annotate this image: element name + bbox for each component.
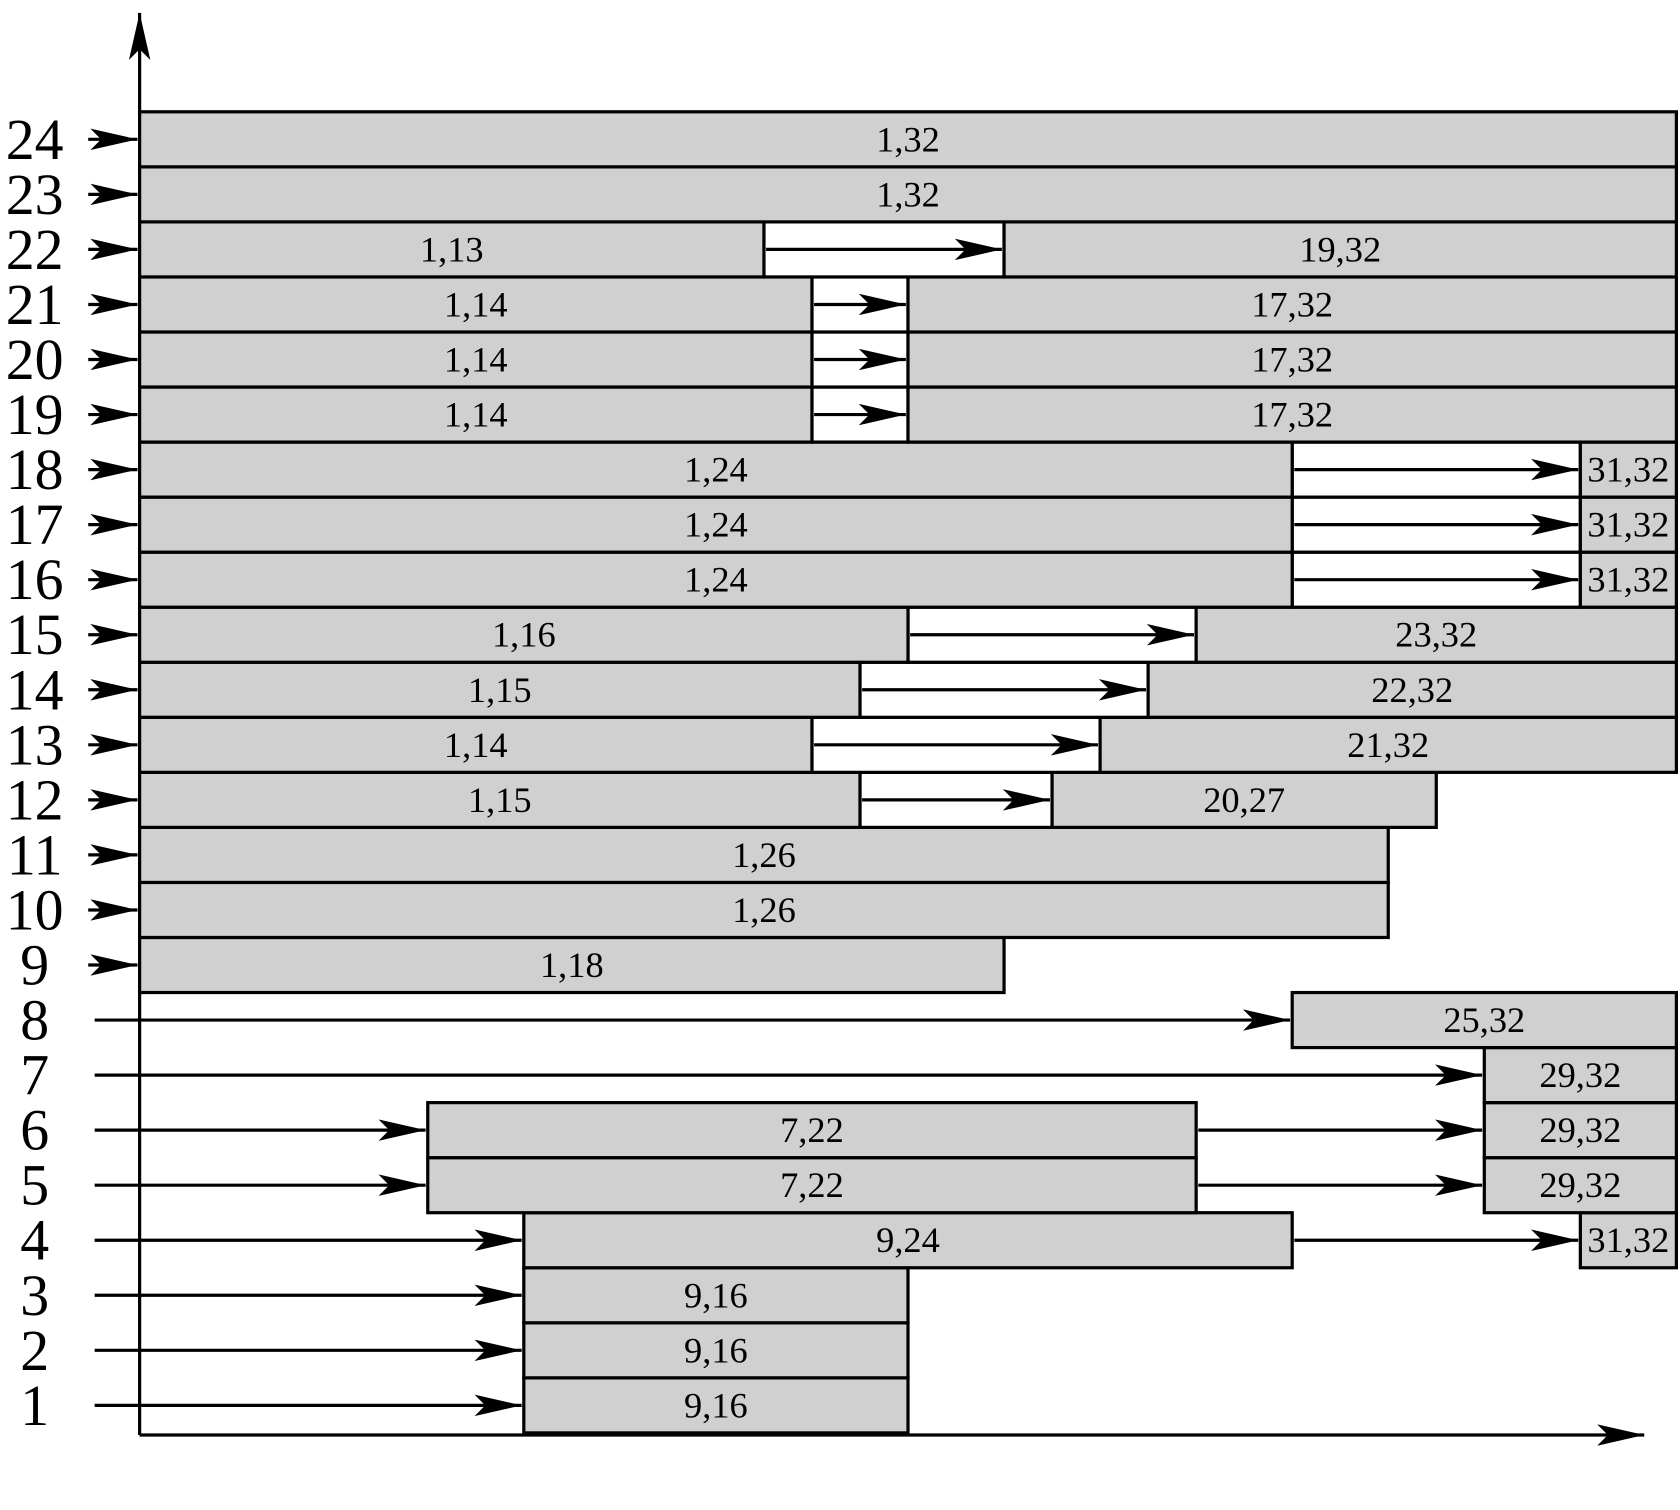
segment-label: 7,22 bbox=[780, 1110, 844, 1150]
segment bbox=[138, 110, 1678, 169]
segment-label: 21,32 bbox=[1347, 725, 1429, 765]
segment bbox=[1578, 1211, 1678, 1270]
segment bbox=[138, 165, 1678, 224]
segment bbox=[906, 330, 1678, 389]
segment-label: 7,22 bbox=[780, 1165, 844, 1205]
segment-label: 1,14 bbox=[444, 340, 508, 380]
segment bbox=[138, 605, 910, 664]
segment-label: 1,14 bbox=[444, 395, 508, 435]
segment bbox=[1194, 605, 1678, 664]
segment bbox=[1578, 495, 1678, 554]
segment bbox=[138, 440, 1294, 499]
segment bbox=[522, 1266, 910, 1325]
segment-label: 17,32 bbox=[1251, 340, 1333, 380]
row-label: 5 bbox=[20, 1153, 49, 1218]
segment-label: 1,16 bbox=[492, 615, 556, 655]
segment bbox=[1482, 1156, 1678, 1215]
row-label: 1 bbox=[20, 1373, 49, 1438]
segment-label: 1,13 bbox=[420, 229, 484, 269]
segment bbox=[138, 495, 1294, 554]
row-label: 13 bbox=[6, 712, 64, 777]
segment-label: 9,16 bbox=[684, 1385, 748, 1425]
row-label: 8 bbox=[20, 988, 49, 1053]
segment bbox=[138, 880, 1390, 940]
segment-label: 29,32 bbox=[1539, 1165, 1621, 1205]
segment bbox=[1482, 1101, 1678, 1160]
row-label: 9 bbox=[20, 933, 49, 998]
row-label: 11 bbox=[7, 822, 63, 887]
segment-label: 31,32 bbox=[1587, 1220, 1669, 1260]
row-label: 2 bbox=[20, 1318, 49, 1383]
row-label: 18 bbox=[6, 437, 64, 502]
segment-label: 9,16 bbox=[684, 1275, 748, 1315]
segment bbox=[426, 1101, 1198, 1160]
row-label: 22 bbox=[6, 217, 64, 282]
segment-label: 1,15 bbox=[468, 670, 532, 710]
segment-label: 31,32 bbox=[1587, 505, 1669, 545]
segment bbox=[1002, 220, 1678, 279]
segment-label: 9,24 bbox=[876, 1220, 940, 1260]
row-label: 3 bbox=[20, 1263, 49, 1328]
segment-label: 1,26 bbox=[732, 890, 796, 930]
segment bbox=[138, 660, 862, 719]
segment-label: 1,24 bbox=[684, 560, 748, 600]
segment-label: 1,14 bbox=[444, 284, 508, 324]
segment-label: 1,18 bbox=[540, 945, 604, 985]
segment-label: 31,32 bbox=[1587, 450, 1669, 490]
segment bbox=[522, 1211, 1294, 1270]
segment-label: 1,24 bbox=[684, 450, 748, 490]
segment-label: 9,16 bbox=[684, 1330, 748, 1370]
segment-label: 19,32 bbox=[1299, 229, 1381, 269]
segment bbox=[1578, 440, 1678, 499]
segment-label: 17,32 bbox=[1251, 284, 1333, 324]
segment-label: 22,32 bbox=[1371, 670, 1453, 710]
segment bbox=[1050, 770, 1438, 830]
row-label: 24 bbox=[6, 107, 64, 172]
row-label: 6 bbox=[20, 1098, 49, 1163]
segment-label: 29,32 bbox=[1539, 1055, 1621, 1095]
segment bbox=[1290, 990, 1678, 1050]
row-label: 19 bbox=[6, 382, 64, 447]
segment-label: 25,32 bbox=[1443, 1000, 1525, 1040]
segment bbox=[138, 220, 766, 279]
segment bbox=[138, 935, 1006, 995]
segment bbox=[138, 330, 814, 389]
segment bbox=[138, 550, 1294, 609]
row-label: 23 bbox=[6, 162, 64, 227]
segment bbox=[906, 275, 1678, 334]
segment bbox=[138, 385, 814, 444]
row-label: 10 bbox=[6, 877, 64, 942]
row-label: 15 bbox=[6, 602, 64, 667]
segment-label: 1,15 bbox=[468, 780, 532, 820]
row-label: 20 bbox=[6, 327, 64, 392]
segment-label: 31,32 bbox=[1587, 560, 1669, 600]
row-label: 7 bbox=[20, 1043, 49, 1108]
row-label: 16 bbox=[6, 547, 64, 612]
segment bbox=[1578, 550, 1678, 609]
segment bbox=[1482, 1045, 1678, 1105]
row-label: 21 bbox=[6, 272, 64, 337]
segment bbox=[138, 825, 1390, 885]
segment-label: 1,26 bbox=[732, 835, 796, 875]
segment-label: 29,32 bbox=[1539, 1110, 1621, 1150]
segment bbox=[138, 770, 862, 830]
segment-label: 20,27 bbox=[1203, 780, 1285, 820]
row-label: 12 bbox=[6, 767, 64, 832]
segment-label: 1,14 bbox=[444, 725, 508, 765]
row-label: 14 bbox=[6, 657, 64, 722]
segment bbox=[138, 275, 814, 334]
segment-label: 1,24 bbox=[684, 505, 748, 545]
segment-label: 1,32 bbox=[876, 174, 940, 214]
segment-label: 23,32 bbox=[1395, 615, 1477, 655]
segment-label: 17,32 bbox=[1251, 395, 1333, 435]
row-label: 4 bbox=[20, 1208, 49, 1273]
segment-label: 1,32 bbox=[876, 119, 940, 159]
row-label: 17 bbox=[6, 492, 64, 557]
